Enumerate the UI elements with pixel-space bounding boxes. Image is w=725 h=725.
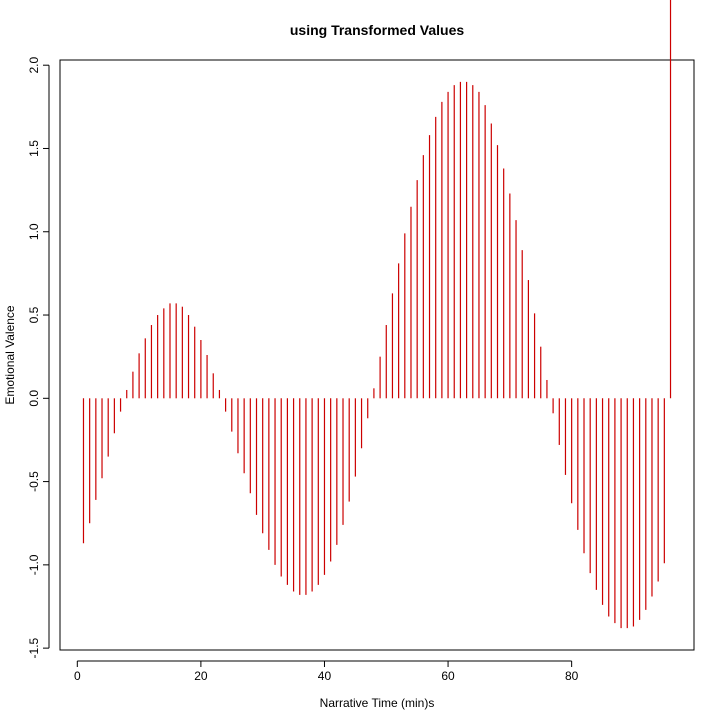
y-tick-label-1.0: 1.0 bbox=[27, 223, 41, 240]
series-bars bbox=[82, 0, 672, 629]
x-tick-label-60: 60 bbox=[441, 669, 455, 683]
y-tick-label--1.5: -1.5 bbox=[27, 637, 41, 658]
x-axis-label: Narrative Time (min)s bbox=[320, 696, 435, 710]
x-tick-label-80: 80 bbox=[565, 669, 579, 683]
plot-frame bbox=[59, 59, 695, 651]
x-tick-label-0: 0 bbox=[74, 669, 81, 683]
chart-title: using Transformed Values bbox=[290, 22, 464, 38]
x-tick-label-40: 40 bbox=[318, 669, 332, 683]
y-tick-label-2.0: 2.0 bbox=[27, 57, 41, 74]
y-axis: -1.5 -1.0 -0.5 0.0 0.5 1.0 1.5 2.0 bbox=[27, 57, 50, 658]
y-tick-label--1.0: -1.0 bbox=[27, 554, 41, 575]
y-tick-label-1.5: 1.5 bbox=[27, 140, 41, 157]
y-tick-label-0.0: 0.0 bbox=[27, 390, 41, 407]
x-tick-label-20: 20 bbox=[194, 669, 208, 683]
y-tick-label--0.5: -0.5 bbox=[27, 471, 41, 492]
y-axis-label: Emotional Valence bbox=[3, 305, 17, 404]
x-axis: 0 20 40 60 80 bbox=[74, 660, 579, 683]
y-tick-label-0.5: 0.5 bbox=[27, 306, 41, 323]
